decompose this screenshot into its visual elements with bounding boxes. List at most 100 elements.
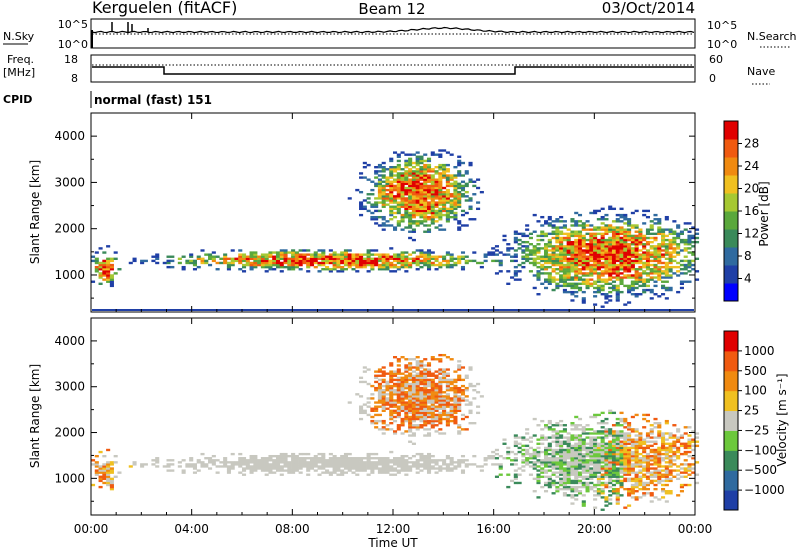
velocity-cell (555, 490, 560, 493)
power-cell (577, 257, 583, 261)
velocity-cell (317, 467, 322, 470)
power-cell (400, 176, 405, 179)
velocity-cell (653, 421, 658, 425)
velocity-cell (325, 469, 330, 472)
velocity-cell (528, 454, 533, 458)
power-cell (551, 232, 556, 236)
power-cell (608, 259, 613, 263)
velocity-cell (438, 401, 443, 404)
power-cell (615, 218, 620, 221)
velocity-cell (593, 446, 598, 450)
power-cell (638, 253, 643, 256)
velocity-cell (642, 426, 647, 429)
velocity-cell (328, 463, 333, 466)
power-cell (695, 278, 700, 281)
velocity-cell (566, 457, 571, 460)
velocity-cell (585, 450, 590, 454)
power-cell (664, 249, 669, 252)
power-cell (532, 259, 537, 263)
power-cell (445, 178, 450, 181)
power-cell (400, 174, 405, 177)
power-cell (102, 270, 107, 273)
power-cell (581, 265, 586, 269)
power-cell (555, 228, 560, 231)
velocity-cell (600, 459, 605, 462)
velocity-cell (366, 461, 371, 464)
power-cell (593, 226, 598, 229)
velocity-cell (98, 475, 103, 478)
power-cell (559, 247, 564, 250)
velocity-cell (577, 436, 583, 439)
power-cell (362, 253, 367, 256)
power-cell (611, 284, 617, 288)
velocity-cell (551, 448, 556, 452)
velocity-cell (574, 461, 579, 464)
power-cell (679, 263, 684, 267)
velocity-cell (510, 463, 515, 466)
power-cell (638, 261, 643, 265)
velocity-cell (630, 440, 635, 443)
velocity-cell (426, 465, 432, 468)
velocity-cell (683, 471, 688, 474)
power-cell (608, 295, 613, 298)
power-cell (464, 182, 469, 186)
power-cell (102, 261, 107, 265)
velocity-cell (630, 463, 635, 466)
velocity-cell (615, 452, 620, 456)
power-cell (566, 234, 571, 238)
velocity-cell (374, 409, 379, 412)
power-cell (411, 205, 416, 208)
velocity-cell (423, 372, 428, 375)
velocity-cell (102, 463, 107, 466)
velocity-cell (294, 457, 299, 460)
power-cell (544, 272, 549, 275)
velocity-cell (302, 465, 307, 468)
power-cell (343, 257, 348, 261)
power-cell (513, 249, 518, 252)
velocity-cell (562, 485, 567, 489)
velocity-cell (430, 397, 435, 400)
velocity-cell (627, 421, 632, 425)
velocity-cell (657, 454, 662, 458)
power-cell (593, 295, 598, 298)
velocity-cell (604, 465, 609, 468)
power-cell (630, 282, 635, 285)
velocity-cell (585, 467, 590, 470)
velocity-cell (627, 432, 632, 435)
power-cell (498, 259, 503, 263)
velocity-cell (404, 370, 409, 373)
power-cell (253, 263, 258, 267)
power-cell (385, 203, 390, 206)
velocity-cell (695, 432, 700, 435)
power-cell (627, 245, 632, 248)
velocity-cell (283, 452, 288, 456)
power-cell (544, 286, 549, 290)
velocity-cell (540, 442, 545, 445)
velocity-cell (570, 454, 575, 458)
velocity-cell (381, 465, 386, 468)
velocity-cell (419, 380, 424, 384)
velocity-cell (419, 378, 424, 382)
power-cell (634, 293, 639, 296)
power-cell (336, 253, 341, 256)
velocity-cell (223, 459, 228, 462)
velocity-cell (415, 372, 420, 375)
velocity-cell (683, 446, 688, 450)
velocity-cell (547, 461, 552, 464)
velocity-cell (661, 469, 666, 472)
power-cell (438, 197, 443, 200)
power-cell (408, 174, 413, 177)
power-cell (664, 257, 669, 261)
power-cell (438, 228, 443, 231)
power-cell (570, 240, 575, 244)
power-cell (457, 201, 462, 204)
velocity-cell (532, 434, 537, 437)
power-cell (577, 251, 583, 254)
power-cell (679, 280, 684, 283)
power-cell (362, 261, 367, 265)
velocity-cell (109, 467, 114, 470)
velocity-cell (611, 440, 617, 443)
colorbar-tick-label: 20 (744, 182, 759, 196)
power-cell (359, 201, 364, 204)
velocity-cell (377, 471, 382, 474)
